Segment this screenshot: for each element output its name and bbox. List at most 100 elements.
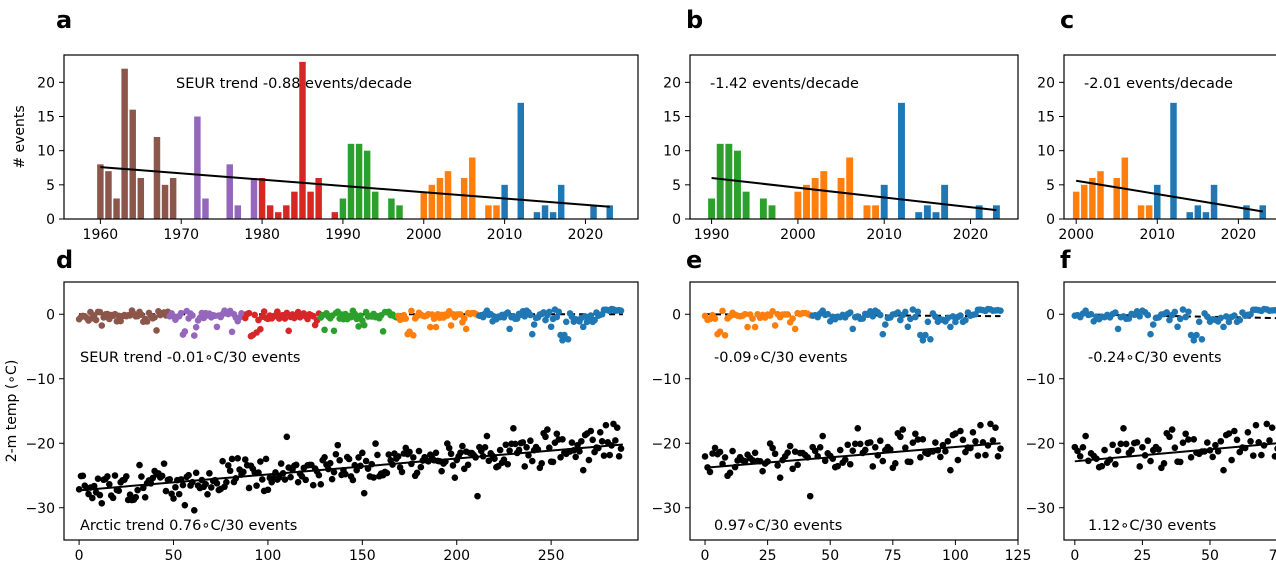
- seur-point: [741, 310, 749, 318]
- seur-point: [617, 307, 625, 314]
- bar-2023: [1259, 205, 1266, 219]
- bar-2017: [557, 184, 565, 219]
- seur-point: [924, 318, 932, 326]
- arctic-point: [523, 443, 530, 451]
- seur-point: [962, 316, 969, 324]
- arctic-point: [811, 447, 819, 455]
- seur-point: [866, 308, 874, 315]
- arctic-point: [709, 450, 716, 457]
- arctic-point: [185, 471, 192, 479]
- arctic-point: [349, 476, 357, 484]
- bar-1986: [307, 191, 314, 219]
- arctic-trend-annotation: 0.97∘C/30 events: [714, 518, 842, 534]
- seur-point: [530, 321, 538, 328]
- bar-2017: [1210, 184, 1218, 219]
- arctic-point: [589, 436, 596, 444]
- seur-point: [1187, 331, 1195, 339]
- seur-point: [922, 331, 929, 339]
- arctic-point: [954, 456, 962, 464]
- x-tick-label: 2000: [780, 227, 816, 243]
- arctic-point: [315, 471, 323, 479]
- arctic-point: [902, 444, 909, 452]
- y-tick-label: 0: [46, 307, 55, 323]
- arctic-point: [223, 478, 230, 486]
- seur-point: [912, 313, 919, 321]
- arctic-point: [944, 437, 952, 445]
- seur-point: [579, 323, 587, 331]
- x-tick-label: 25: [759, 548, 777, 564]
- seur-point: [553, 313, 561, 321]
- seur-point: [410, 332, 417, 339]
- seur-point: [876, 311, 884, 319]
- x-tick-label: 0: [701, 548, 710, 564]
- arctic-point: [917, 453, 924, 461]
- arctic-point: [969, 428, 977, 436]
- seur-point: [527, 311, 534, 319]
- arctic-point: [549, 458, 557, 466]
- trend-annotation: -2.01 events/decade: [1084, 76, 1233, 92]
- bar-1985: [299, 61, 306, 220]
- seur-point: [1203, 313, 1211, 320]
- bar-2015: [923, 205, 931, 219]
- arctic-point: [821, 457, 829, 465]
- panel-a: 1960 1970 1980 1990 2000 2010 2020 0 5 10 15 20 SEUR…: [12, 6, 639, 243]
- y-tick-label: 20: [663, 75, 681, 91]
- bar-1964: [129, 109, 136, 219]
- arctic-point: [360, 489, 368, 497]
- arctic-point: [559, 435, 566, 443]
- seur-point: [1147, 330, 1154, 338]
- bar-1991: [347, 143, 355, 219]
- seur-point: [98, 322, 106, 329]
- arctic-point: [175, 490, 183, 498]
- bar-1990: [339, 198, 347, 219]
- arctic-point: [511, 440, 519, 448]
- arctic-point: [413, 469, 421, 477]
- bar-1989: [331, 212, 339, 219]
- panel-b: 1990 2000 2010 2020 0 5 10 15 20 -1.42 events/dec…: [663, 6, 1019, 243]
- seur-point: [564, 336, 572, 343]
- arctic-point: [292, 461, 300, 469]
- y-tick-label: 5: [672, 178, 681, 194]
- seur-point: [1182, 313, 1189, 321]
- arctic-point: [952, 430, 959, 437]
- arctic-point: [759, 467, 766, 475]
- bar-2008: [485, 205, 492, 219]
- seur-point: [917, 331, 924, 339]
- y-tick-label: −30: [651, 501, 681, 517]
- arctic-point: [1079, 443, 1087, 451]
- seur-point: [824, 310, 832, 318]
- arctic-point: [474, 492, 481, 500]
- seur-point: [555, 308, 562, 316]
- seur-point: [1166, 316, 1173, 324]
- seur-point: [751, 323, 759, 331]
- arctic-point: [776, 474, 784, 481]
- seur-point: [1179, 306, 1187, 313]
- arctic-point: [328, 475, 336, 483]
- arctic-point: [245, 484, 253, 492]
- seur-point: [251, 311, 259, 319]
- bar-2002: [1089, 178, 1096, 219]
- arctic-point: [866, 439, 874, 446]
- axes-frame: [63, 54, 639, 220]
- arctic-point: [919, 435, 927, 443]
- bar-1992: [725, 143, 733, 219]
- bar-2023: [606, 205, 613, 219]
- arctic-point: [1209, 453, 1217, 461]
- seur-point: [432, 323, 440, 331]
- arctic-point: [617, 445, 625, 452]
- arctic-point: [204, 491, 211, 498]
- x-tick-label: 125: [1005, 548, 1032, 564]
- arctic-point: [162, 487, 170, 495]
- seur-point: [1217, 314, 1225, 322]
- arctic-point: [576, 448, 583, 455]
- y-tick-label: −20: [25, 436, 55, 452]
- bar-1980: [258, 178, 266, 219]
- arctic-point: [851, 440, 859, 448]
- arctic-point: [287, 473, 294, 481]
- bar-2012: [1170, 102, 1177, 219]
- bar-2005: [460, 178, 468, 219]
- y-tick-label: 15: [37, 110, 55, 126]
- seur-point: [285, 327, 292, 335]
- bar-2021: [1243, 205, 1250, 219]
- y-tick-label: 0: [1046, 212, 1055, 228]
